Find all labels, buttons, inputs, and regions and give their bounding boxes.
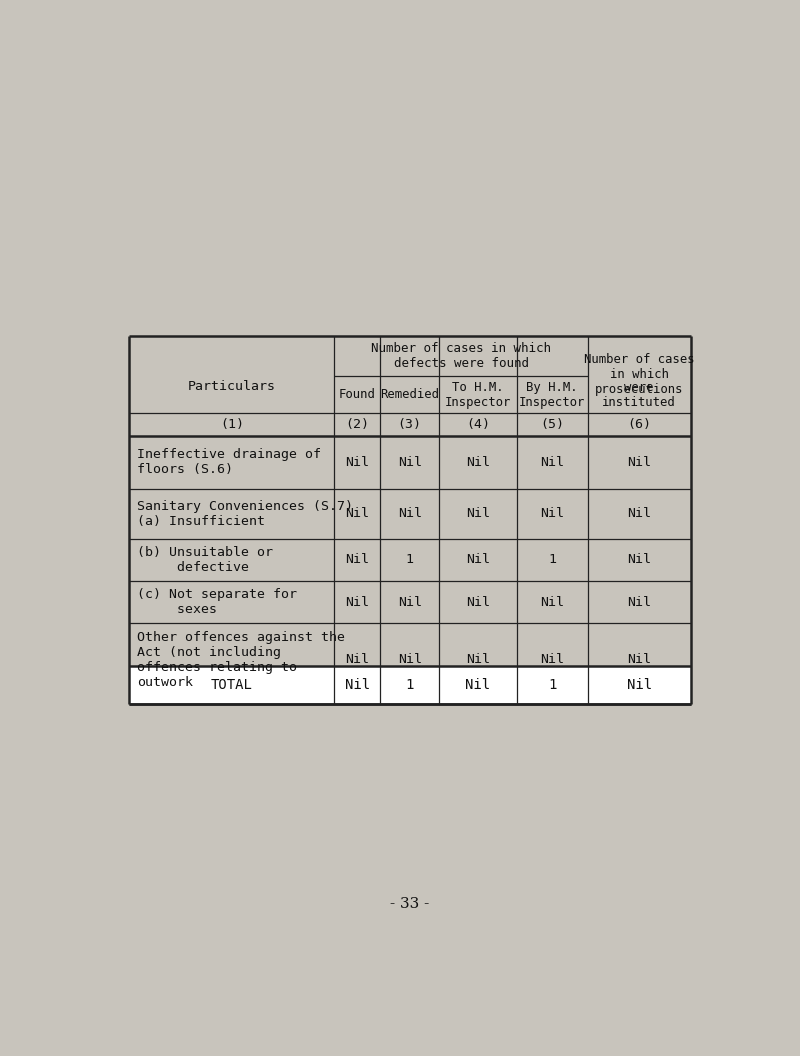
- Text: Nil: Nil: [466, 456, 490, 469]
- Text: (6): (6): [627, 418, 651, 431]
- Text: Sanitary Conveniences (S.7)
(a) Insufficient: Sanitary Conveniences (S.7) (a) Insuffic…: [138, 499, 354, 528]
- Text: Nil: Nil: [627, 553, 651, 566]
- Text: Nil: Nil: [346, 456, 370, 469]
- Text: TOTAL: TOTAL: [211, 678, 253, 692]
- Text: By H.M.
Inspector: By H.M. Inspector: [519, 380, 586, 409]
- Text: Nil: Nil: [466, 596, 490, 608]
- Text: (2): (2): [346, 418, 370, 431]
- Text: 1: 1: [548, 553, 556, 566]
- Text: Nil: Nil: [540, 456, 564, 469]
- Text: Number of cases
in which
prosecutions: Number of cases in which prosecutions: [584, 353, 694, 396]
- Text: Ineffective drainage of
floors (S.6): Ineffective drainage of floors (S.6): [138, 449, 321, 476]
- Text: (b) Unsuitable or
     defective: (b) Unsuitable or defective: [138, 546, 273, 573]
- Text: Nil: Nil: [627, 596, 651, 608]
- Text: Nil: Nil: [466, 654, 490, 666]
- Text: 1: 1: [406, 553, 414, 566]
- Text: (3): (3): [398, 418, 422, 431]
- Text: Nil: Nil: [540, 654, 564, 666]
- Text: Nil: Nil: [627, 507, 651, 521]
- Text: Nil: Nil: [466, 678, 490, 692]
- Text: Nil: Nil: [540, 596, 564, 608]
- Text: Number of cases in which
defects were found: Number of cases in which defects were fo…: [371, 342, 551, 371]
- Text: Remedied: Remedied: [380, 389, 439, 401]
- Text: Found: Found: [339, 389, 376, 401]
- Text: Nil: Nil: [346, 507, 370, 521]
- Text: - 33 -: - 33 -: [390, 898, 430, 911]
- Bar: [130, 665, 690, 704]
- Text: Nil: Nil: [346, 596, 370, 608]
- Text: were
instituted: were instituted: [602, 380, 676, 409]
- Text: Nil: Nil: [398, 596, 422, 608]
- Text: Nil: Nil: [627, 456, 651, 469]
- Text: Other offences against the
Act (not including
offences relating to
outwork: Other offences against the Act (not incl…: [138, 630, 346, 689]
- Text: 1: 1: [548, 678, 557, 692]
- Text: 1: 1: [406, 678, 414, 692]
- Text: Nil: Nil: [540, 507, 564, 521]
- Text: Nil: Nil: [466, 553, 490, 566]
- Text: Nil: Nil: [398, 456, 422, 469]
- Text: Nil: Nil: [466, 507, 490, 521]
- Text: (c) Not separate for
     sexes: (c) Not separate for sexes: [138, 588, 298, 617]
- Text: Nil: Nil: [398, 654, 422, 666]
- Text: Nil: Nil: [627, 654, 651, 666]
- Text: (1): (1): [220, 418, 244, 431]
- Text: Nil: Nil: [346, 654, 370, 666]
- Text: Particulars: Particulars: [188, 380, 276, 393]
- Text: Nil: Nil: [626, 678, 652, 692]
- Text: Nil: Nil: [398, 507, 422, 521]
- Text: (4): (4): [466, 418, 490, 431]
- Text: Nil: Nil: [345, 678, 370, 692]
- Text: (5): (5): [540, 418, 564, 431]
- Text: To H.M.
Inspector: To H.M. Inspector: [445, 380, 511, 409]
- Text: Nil: Nil: [346, 553, 370, 566]
